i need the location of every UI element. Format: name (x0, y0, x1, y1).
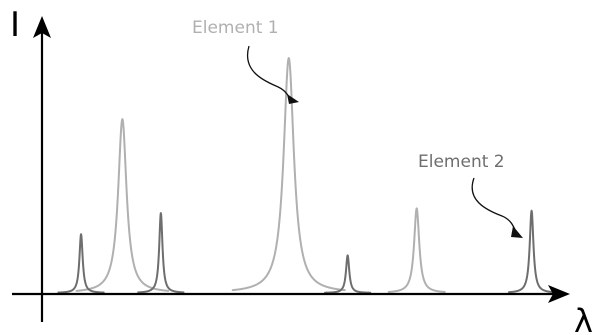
annotation-element-2-leader (471, 177, 518, 235)
annotation-element-1-leader (246, 45, 293, 102)
peak-series-2-2 (137, 212, 185, 294)
x-axis-arrowhead (548, 285, 570, 303)
annotation-element-2-label: Element 2 (418, 152, 505, 172)
x-axis (12, 285, 570, 303)
y-axis (33, 16, 51, 322)
peak-series-2-3 (324, 254, 372, 294)
x-axis-label: λ (574, 302, 593, 335)
annotation-element-1: Element 1 (192, 18, 299, 104)
peak-series-2-4 (507, 209, 556, 294)
annotation-element-1-label: Element 1 (192, 18, 279, 38)
annotation-element-1-arrowhead (287, 94, 299, 104)
y-axis-label: I (10, 5, 20, 45)
annotation-element-2: Element 2 (418, 152, 523, 238)
peak-series-1-1 (75, 118, 170, 292)
annotation-element-2-arrowhead (511, 226, 523, 238)
peak-series-2-1 (57, 233, 105, 294)
y-axis-arrowhead (33, 16, 51, 38)
peak-series-1-3 (387, 207, 446, 293)
peak-series-1-2 (231, 57, 346, 292)
plot-peaks (57, 57, 556, 294)
